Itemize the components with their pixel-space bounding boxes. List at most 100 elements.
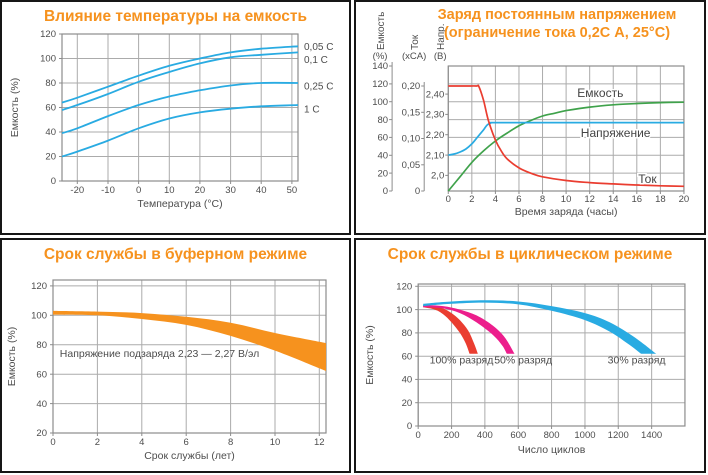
- svg-text:14: 14: [608, 194, 619, 205]
- svg-text:Напряжение подзаряда 2,23 — 2,: Напряжение подзаряда 2,23 — 2,27 В/эл: [60, 348, 259, 360]
- svg-text:0,10: 0,10: [402, 134, 421, 145]
- svg-text:40: 40: [402, 375, 413, 386]
- svg-text:80: 80: [36, 340, 47, 351]
- svg-text:60: 60: [377, 133, 388, 144]
- chart-title-temperature: Влияние температуры на емкость: [43, 8, 308, 25]
- svg-text:120: 120: [40, 29, 56, 40]
- svg-text:2,40: 2,40: [426, 89, 445, 100]
- svg-text:18: 18: [655, 194, 666, 205]
- svg-text:2: 2: [469, 194, 474, 205]
- svg-text:200: 200: [444, 430, 460, 441]
- svg-text:120: 120: [372, 79, 388, 90]
- svg-text:0,1 C: 0,1 C: [304, 55, 328, 66]
- svg-text:120: 120: [31, 281, 47, 292]
- svg-text:16: 16: [632, 194, 643, 205]
- svg-text:0,15: 0,15: [402, 108, 421, 119]
- svg-text:100: 100: [372, 97, 388, 108]
- svg-text:40: 40: [36, 399, 47, 410]
- float-service-life-grid: [50, 279, 327, 436]
- svg-text:Срок службы (лет): Срок службы (лет): [144, 450, 235, 462]
- cycle-service-life-series: [423, 300, 657, 354]
- svg-text:50% разряд: 50% разряд: [494, 355, 552, 367]
- svg-text:10: 10: [270, 437, 281, 448]
- svg-text:0: 0: [50, 437, 55, 448]
- svg-text:Емкость (%): Емкость (%): [364, 325, 376, 384]
- svg-text:0,25 C: 0,25 C: [304, 82, 333, 93]
- svg-text:40: 40: [256, 185, 267, 196]
- svg-text:30: 30: [225, 185, 236, 196]
- svg-text:2,20: 2,20: [426, 130, 445, 141]
- svg-text:8: 8: [228, 437, 233, 448]
- svg-text:40: 40: [377, 151, 388, 162]
- cycle-service-life-labels: 0 200 400 600 800 1000 1200 1400 0 20 40 60 80 100 120…: [364, 282, 666, 456]
- temperature-capacity-series: [61, 45, 299, 158]
- svg-text:Емкость (%): Емкость (%): [9, 78, 21, 138]
- svg-text:Число циклов: Число циклов: [518, 444, 586, 456]
- svg-text:80: 80: [402, 328, 413, 339]
- svg-text:-10: -10: [101, 185, 115, 196]
- temperature-capacity-chart: -20 -10 0 10 20 30 40 50 0 20 40 60 80 100 120 Температ…: [9, 29, 333, 210]
- svg-text:0: 0: [407, 421, 412, 432]
- svg-text:Ток: Ток: [410, 34, 421, 50]
- svg-text:0: 0: [136, 185, 141, 196]
- svg-text:Ток: Ток: [638, 172, 657, 186]
- svg-text:0: 0: [415, 186, 420, 197]
- panel-constant-voltage-charge: Заряд постоянным напряжением (ограничени…: [354, 0, 706, 235]
- svg-text:Температура (°C): Температура (°C): [137, 198, 222, 210]
- svg-text:6: 6: [516, 194, 521, 205]
- svg-text:60: 60: [402, 351, 413, 362]
- constant-voltage-charge-labels: 0 2 4 6 8 10 12 14 16 18 20 Время заряда (часы) Емко…: [372, 12, 689, 218]
- svg-text:0,20: 0,20: [402, 81, 421, 92]
- svg-text:1200: 1200: [608, 430, 629, 441]
- svg-text:1000: 1000: [574, 430, 595, 441]
- cycle-service-life-chart: 0 200 400 600 800 1000 1200 1400 0 20 40 60 80 100 120…: [364, 282, 686, 456]
- svg-text:20: 20: [402, 398, 413, 409]
- svg-text:20: 20: [377, 168, 388, 179]
- temperature-capacity-labels: -20 -10 0 10 20 30 40 50 0 20 40 60 80 100 120 Температ…: [9, 29, 333, 210]
- svg-text:1 C: 1 C: [304, 105, 320, 116]
- svg-text:400: 400: [477, 430, 493, 441]
- constant-voltage-charge-grid: [447, 65, 685, 194]
- svg-text:8: 8: [540, 194, 545, 205]
- svg-text:20: 20: [679, 194, 690, 205]
- svg-text:30% разряд: 30% разряд: [608, 355, 666, 367]
- svg-text:0: 0: [383, 186, 388, 197]
- svg-text:100% разряд: 100% разряд: [430, 355, 494, 367]
- svg-text:40: 40: [45, 127, 56, 138]
- float-service-life-labels: 0 2 4 6 8 10 12 20 40 60 80 100 120 Срок службы (лет)…: [6, 281, 325, 462]
- svg-text:10: 10: [561, 194, 572, 205]
- svg-text:100: 100: [40, 54, 56, 65]
- svg-text:Время заряда (часы): Время заряда (часы): [515, 206, 618, 218]
- svg-text:100: 100: [31, 311, 47, 322]
- svg-text:0,05 C: 0,05 C: [304, 42, 333, 53]
- svg-text:(xCA): (xCA): [402, 51, 426, 62]
- svg-text:(В): (В): [434, 51, 447, 62]
- svg-text:2,10: 2,10: [426, 150, 445, 161]
- panel-cycle-service-life: Срок службы в циклическом режиме 0 200 400…: [354, 238, 706, 473]
- svg-text:20: 20: [195, 185, 206, 196]
- svg-text:Емкость (%): Емкость (%): [6, 327, 18, 387]
- svg-text:4: 4: [139, 437, 144, 448]
- svg-text:10: 10: [164, 185, 175, 196]
- temperature-capacity-grid: [59, 33, 299, 184]
- svg-text:Напр.: Напр.: [436, 23, 447, 50]
- svg-text:140: 140: [372, 61, 388, 72]
- float-service-life-chart: 0 2 4 6 8 10 12 20 40 60 80 100 120 Срок службы (лет)…: [6, 279, 327, 462]
- svg-text:20: 20: [45, 152, 56, 163]
- float-service-life-series: [53, 310, 326, 372]
- svg-text:60: 60: [36, 369, 47, 380]
- svg-text:Емкость: Емкость: [577, 86, 623, 100]
- svg-text:6: 6: [184, 437, 189, 448]
- svg-text:2,30: 2,30: [426, 110, 445, 121]
- chart-title-charge-line2: (ограничение тока 0,2C А, 25°C): [443, 25, 671, 41]
- svg-text:80: 80: [45, 78, 56, 89]
- svg-text:20: 20: [36, 428, 47, 439]
- svg-text:50: 50: [287, 185, 298, 196]
- panel-float-service-life: Срок службы в буферном режиме 0 2 4 6 8 10 12 2…: [0, 238, 351, 473]
- svg-text:Напряжение: Напряжение: [581, 126, 651, 140]
- svg-text:2,0: 2,0: [431, 171, 444, 182]
- svg-text:80: 80: [377, 115, 388, 126]
- constant-voltage-charge-chart: 0 2 4 6 8 10 12 14 16 18 20 Время заряда (часы) Емко…: [372, 12, 689, 218]
- svg-text:600: 600: [510, 430, 526, 441]
